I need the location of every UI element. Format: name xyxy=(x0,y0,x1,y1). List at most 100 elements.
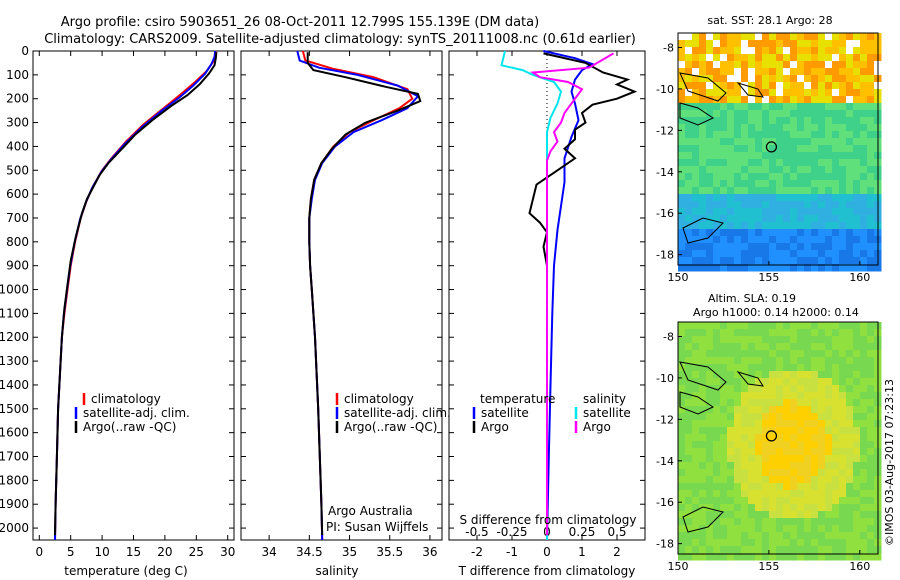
map-cell xyxy=(811,525,819,533)
map-cell xyxy=(860,441,868,449)
map-cell xyxy=(699,257,707,265)
map-cell xyxy=(678,385,686,393)
map-cell xyxy=(762,250,770,258)
map-cell xyxy=(811,75,819,83)
map-cell xyxy=(839,483,847,491)
map-cell xyxy=(776,96,784,104)
map-cell xyxy=(839,159,847,167)
series-line xyxy=(530,52,615,536)
map-cell xyxy=(741,350,749,358)
map-cell xyxy=(783,448,791,456)
map-cell xyxy=(706,476,714,484)
map-cell xyxy=(825,329,833,337)
x-tick-label: 34 xyxy=(261,545,276,559)
map-cell xyxy=(783,532,791,540)
map-cell xyxy=(755,229,763,237)
map-cell xyxy=(832,243,840,251)
map-cell xyxy=(720,364,728,372)
map-cell xyxy=(769,33,777,41)
map-cell xyxy=(818,40,826,48)
map-cell xyxy=(790,539,798,547)
map-cell xyxy=(699,539,707,547)
map-cell xyxy=(748,343,756,351)
map-cell xyxy=(853,110,861,118)
map-cell xyxy=(692,110,700,118)
map-cell xyxy=(692,539,700,547)
map-cell xyxy=(825,504,833,512)
map-cell xyxy=(692,75,700,83)
map-cell xyxy=(825,208,833,216)
map-cell xyxy=(839,138,847,146)
map-cell xyxy=(755,138,763,146)
map-cell xyxy=(825,68,833,76)
map-cell xyxy=(797,497,805,505)
map-cell xyxy=(720,525,728,533)
map-cell xyxy=(776,89,784,97)
legend-satellite: satellite-adj. clim. xyxy=(344,406,451,420)
legend-t-satellite: satellite xyxy=(481,406,529,420)
y-tick-label: 1400 xyxy=(0,378,29,392)
map-cell xyxy=(783,511,791,519)
map-cell xyxy=(853,350,861,358)
map-cell xyxy=(783,257,791,265)
map-cell xyxy=(748,448,756,456)
legend-satellite: satellite-adj. clim. xyxy=(83,406,190,420)
map-cell xyxy=(727,427,735,435)
map-cell xyxy=(769,68,777,76)
map-cell xyxy=(678,336,686,344)
map-cell xyxy=(790,222,798,230)
map-cell xyxy=(734,208,742,216)
map-cell xyxy=(811,553,819,561)
map-cell xyxy=(706,378,714,386)
map-cell xyxy=(678,47,686,55)
map-cell xyxy=(762,138,770,146)
map-cell xyxy=(811,413,819,421)
map-cell xyxy=(832,145,840,153)
map-cell xyxy=(699,54,707,62)
map-cell xyxy=(832,511,840,519)
map-cell xyxy=(867,40,875,48)
map-cell xyxy=(734,124,742,132)
map-cell xyxy=(727,476,735,484)
map-cell xyxy=(727,497,735,505)
map-cell xyxy=(818,343,826,351)
map-cell xyxy=(741,159,749,167)
map-cell xyxy=(860,343,868,351)
map-cell xyxy=(727,222,735,230)
map-cell xyxy=(685,229,693,237)
map-cell xyxy=(790,145,798,153)
map-cell xyxy=(706,124,714,132)
map-cell xyxy=(685,257,693,265)
map-cell xyxy=(762,110,770,118)
map-cell xyxy=(713,264,721,272)
map-cell xyxy=(678,166,686,174)
map-cell xyxy=(797,525,805,533)
map-cell xyxy=(748,518,756,526)
map-cell xyxy=(741,392,749,400)
map-cell xyxy=(776,152,784,160)
map-cell xyxy=(741,138,749,146)
map-cell xyxy=(811,434,819,442)
map-cell xyxy=(776,518,784,526)
map-cell xyxy=(867,336,875,344)
map-cell xyxy=(734,47,742,55)
map-cell xyxy=(783,47,791,55)
map-cell xyxy=(762,264,770,272)
map-cell xyxy=(727,166,735,174)
map-cell xyxy=(797,68,805,76)
map-cell xyxy=(769,187,777,195)
map-cell xyxy=(832,525,840,533)
map-cell xyxy=(846,448,854,456)
map-cell xyxy=(860,68,868,76)
y-tick-label: -18 xyxy=(656,538,674,551)
map-cell xyxy=(825,343,833,351)
map-cell xyxy=(804,257,812,265)
map-cell xyxy=(804,75,812,83)
map-cell xyxy=(839,469,847,477)
y-tick-label: 1000 xyxy=(0,283,29,297)
map-cell xyxy=(755,110,763,118)
map-cell xyxy=(783,455,791,463)
map-cell xyxy=(685,385,693,393)
map-cell xyxy=(720,61,728,69)
map-cell xyxy=(727,490,735,498)
